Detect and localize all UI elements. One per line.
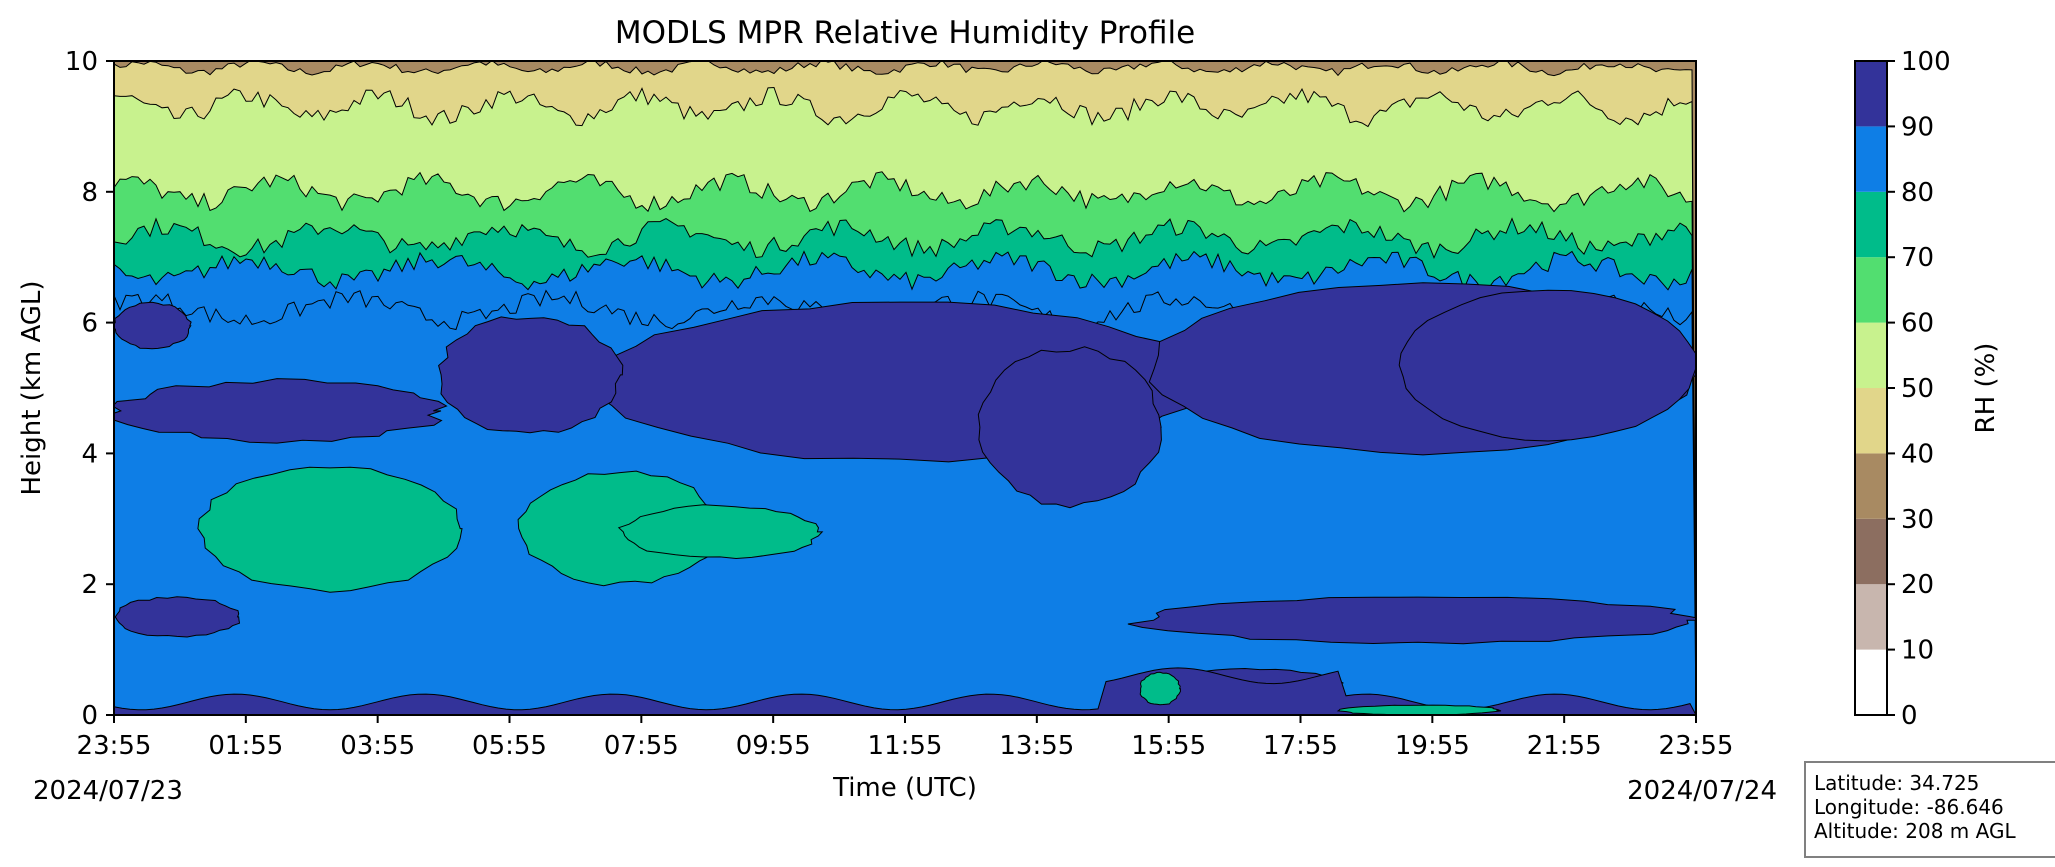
y-tick-label: 0: [81, 701, 98, 731]
latitude-text: Latitude: 34.725: [1814, 771, 1980, 795]
y-tick-label: 10: [65, 47, 98, 77]
y-tick-label: 2: [81, 570, 98, 600]
colorbar-swatch: [1855, 322, 1887, 388]
x-tick-label: 03:55: [340, 731, 415, 761]
colorbar-swatch: [1855, 126, 1887, 192]
chart-title: MODLS MPR Relative Humidity Profile: [615, 15, 1195, 51]
colorbar-swatch: [1855, 584, 1887, 650]
end-date-label: 2024/07/24: [1627, 776, 1777, 806]
colorbar-label: RH (%): [1971, 343, 2001, 434]
x-axis-label: Time (UTC): [832, 773, 977, 803]
x-tick-label: 19:55: [1395, 731, 1470, 761]
x-tick-label: 07:55: [604, 731, 679, 761]
colorbar-tick-label: 60: [1901, 309, 1934, 339]
colorbar-tick-label: 70: [1901, 243, 1934, 273]
x-tick-label: 01:55: [208, 731, 283, 761]
colorbar-tick-label: 10: [1901, 636, 1934, 666]
colorbar-tick-label: 100: [1901, 47, 1951, 77]
colorbar-swatch: [1855, 61, 1887, 127]
plot-area: [113, 60, 1697, 716]
longitude-text: Longitude: -86.646: [1814, 795, 2004, 819]
y-tick-label: 8: [81, 178, 98, 208]
colorbar: 0 10 20 30 40 50 60 70 80 90 100: [1854, 47, 1951, 731]
x-tick-label: 23:55: [1659, 731, 1734, 761]
y-axis-label: Height (km AGL): [17, 280, 47, 495]
colorbar-swatch: [1855, 453, 1887, 519]
colorbar-tick-label: 30: [1901, 505, 1934, 535]
x-tick-label: 17:55: [1263, 731, 1338, 761]
colorbar-tick-label: 40: [1901, 439, 1934, 469]
colorbar-swatch: [1855, 518, 1887, 585]
y-tick-label: 4: [81, 439, 98, 469]
colorbar-tick-label: 50: [1901, 374, 1934, 404]
colorbar-swatch: [1855, 388, 1887, 454]
x-tick-label: 11:55: [868, 731, 943, 761]
colorbar-tick-label: 90: [1901, 112, 1934, 142]
colorbar-swatch: [1855, 191, 1887, 258]
y-axis: 0 2 4 6 8 10: [65, 47, 114, 731]
x-tick-label: 21:55: [1527, 731, 1602, 761]
colorbar-tick-label: 20: [1901, 570, 1934, 600]
colorbar-tick-label: 80: [1901, 178, 1934, 208]
x-tick-label: 23:55: [77, 731, 152, 761]
x-tick-label: 13:55: [999, 731, 1074, 761]
x-tick-label: 15:55: [1131, 731, 1206, 761]
colorbar-swatch: [1855, 649, 1887, 715]
altitude-text: Altitude: 208 m AGL: [1814, 819, 2016, 843]
y-tick-label: 6: [81, 309, 98, 339]
x-tick-label: 05:55: [472, 731, 547, 761]
location-info-box: Latitude: 34.725 Longitude: -86.646 Alti…: [1804, 761, 2055, 858]
colorbar-tick-label: 0: [1901, 701, 1918, 731]
x-axis: 23:55 01:55 03:55 05:55 07:55 09:55 11:55 13:55…: [77, 715, 1734, 761]
colorbar-swatch: [1855, 257, 1887, 323]
start-date-label: 2024/07/23: [33, 776, 183, 806]
x-tick-label: 09:55: [736, 731, 811, 761]
